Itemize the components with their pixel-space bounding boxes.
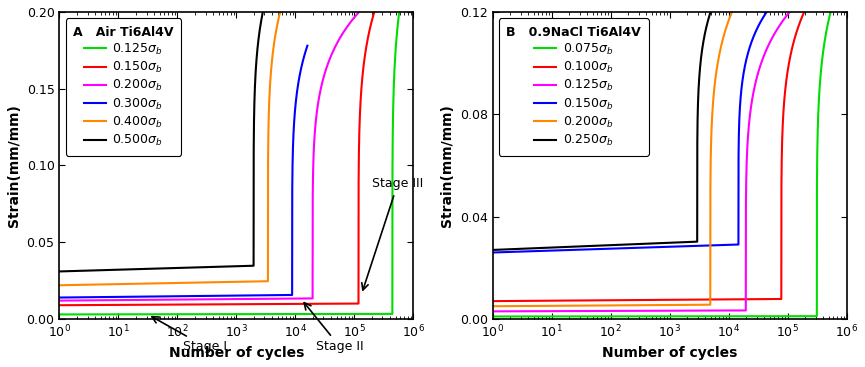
Text: Stage III: Stage III [362,177,423,290]
Y-axis label: Strain(mm/mm): Strain(mm/mm) [440,104,454,227]
X-axis label: Number of cycles: Number of cycles [602,346,737,360]
X-axis label: Number of cycles: Number of cycles [169,346,304,360]
Legend: 0.125$\sigma_b$, 0.150$\sigma_b$, 0.200$\sigma_b$, 0.300$\sigma_b$, 0.400$\sigma: 0.125$\sigma_b$, 0.150$\sigma_b$, 0.200$… [66,18,181,156]
Y-axis label: Strain(mm/mm): Strain(mm/mm) [7,104,21,227]
Legend: 0.075$\sigma_b$, 0.100$\sigma_b$, 0.125$\sigma_b$, 0.150$\sigma_b$, 0.200$\sigma: 0.075$\sigma_b$, 0.100$\sigma_b$, 0.125$… [499,18,649,156]
Text: Stage II: Stage II [304,303,363,353]
Text: Stage I: Stage I [152,317,227,353]
